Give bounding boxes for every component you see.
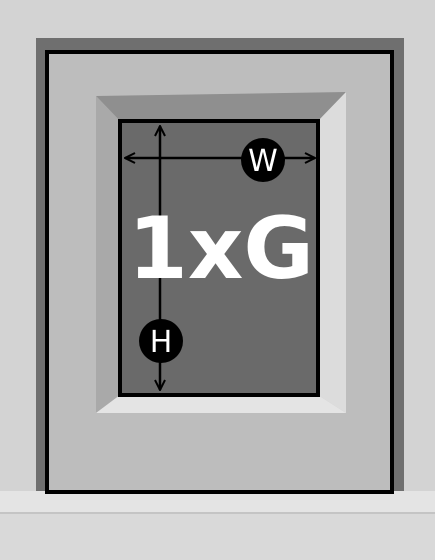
- width-badge: [241, 138, 285, 182]
- frame-outline: [45, 50, 394, 494]
- height-badge: [139, 319, 183, 363]
- height-label: H: [150, 325, 173, 360]
- width-label: W: [248, 144, 278, 179]
- reveal-right: [318, 92, 346, 413]
- reveal-top: [96, 92, 346, 121]
- reveal-left: [96, 96, 120, 413]
- glazing-label: 1xG: [128, 199, 314, 299]
- reveal-bottom: [96, 395, 346, 413]
- sill-front: [0, 513, 435, 560]
